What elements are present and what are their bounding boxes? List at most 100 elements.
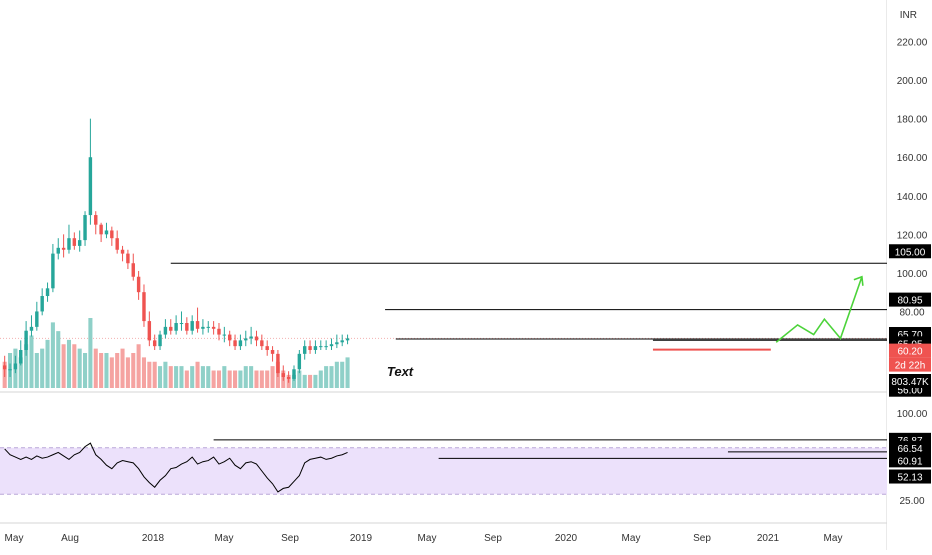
volume-bar [152, 361, 157, 388]
candle-body [94, 215, 98, 225]
y-tick-label: 80.00 [899, 307, 924, 318]
candle-body [115, 238, 119, 250]
volume-bar [125, 357, 130, 388]
price-label-text[interactable]: 80.95 [897, 296, 922, 307]
candle-body [324, 346, 328, 348]
x-tick-label: 2020 [555, 533, 578, 544]
x-tick-label: May [215, 533, 234, 544]
x-tick-label: May [5, 533, 24, 544]
x-tick-label: May [824, 533, 843, 544]
candle-body [265, 346, 269, 350]
candle-body [335, 342, 339, 345]
rsi-level-text[interactable]: 52.13 [897, 473, 922, 484]
x-tick-label: May [418, 533, 437, 544]
volume-bar [238, 370, 243, 388]
volume-bar [313, 374, 318, 388]
candle-body [276, 353, 280, 374]
chart-annotation-text[interactable]: Text [387, 364, 414, 379]
volume-bar [334, 361, 339, 388]
volume-bar [174, 366, 179, 388]
candle-body [286, 376, 291, 379]
candle-body [51, 253, 55, 289]
projection-arrowhead[interactable] [853, 275, 864, 286]
volume-bar [61, 344, 66, 388]
rsi-tick-label: 25.00 [899, 496, 924, 507]
candle-body [233, 340, 237, 347]
price-label-text[interactable]: 60.20 [897, 347, 922, 358]
volume-bar [179, 366, 184, 388]
x-tick-label: Aug [61, 533, 79, 544]
volume-bar [206, 366, 211, 388]
volume-bar [227, 370, 232, 388]
volume-bar [249, 366, 254, 388]
candle-body [126, 253, 130, 264]
price-label-text[interactable]: 105.00 [895, 247, 926, 258]
volume-bar [136, 344, 141, 388]
y-tick-label: 140.00 [897, 192, 928, 203]
volume-bar [291, 374, 297, 388]
candle-body [83, 215, 87, 241]
candle-body [131, 263, 135, 277]
candle-body [217, 328, 221, 335]
candle-body [61, 247, 66, 250]
y-tick-label: 100.00 [897, 269, 928, 280]
candle-body [8, 369, 12, 371]
candle-body [222, 334, 227, 336]
rsi-level-text[interactable]: 60.91 [897, 456, 922, 467]
price-label-badge[interactable] [889, 357, 931, 372]
volume-bar [40, 348, 45, 388]
candle-body [329, 344, 334, 347]
volume-label-text[interactable]: 803.47K [891, 377, 929, 388]
candle-body [67, 238, 71, 250]
rsi-level-text[interactable]: 66.54 [897, 444, 922, 455]
candle-body [163, 326, 168, 335]
time-axis[interactable]: May Aug 2018 May Sep 2019 May Sep 2020 May Sep 2021… [5, 533, 843, 544]
volume-bar [200, 366, 205, 388]
volume-bar [72, 344, 77, 388]
candle-body [88, 157, 93, 216]
price-label-badge[interactable] [889, 244, 931, 259]
volume-bar [141, 357, 147, 388]
volume-bar [308, 374, 313, 388]
y-tick-label: 200.00 [897, 76, 928, 87]
price-label-text[interactable]: 65.70 [897, 330, 922, 341]
x-tick-label: Sep [693, 533, 711, 544]
rsi-band [0, 447, 887, 495]
candle-body [292, 369, 296, 379]
price-label-text[interactable]: 2d 22h [895, 361, 926, 372]
volume-bar [222, 366, 227, 388]
candle-body [302, 346, 307, 354]
volume-bar [340, 361, 345, 388]
volume-bar [233, 370, 238, 388]
candle-body [227, 334, 232, 341]
rsi-level-badge[interactable] [889, 453, 931, 468]
projection-path[interactable] [775, 275, 864, 343]
candle-body [190, 321, 194, 331]
candle-body [104, 230, 109, 235]
volume-label-badge[interactable] [889, 374, 931, 388]
volume-bar [83, 353, 88, 388]
price-label-text[interactable]: 56.00 [897, 386, 922, 397]
volume-bar [115, 353, 120, 388]
candle-body [244, 338, 248, 341]
price-label-badge[interactable] [889, 292, 931, 307]
volume-bar [109, 357, 114, 388]
x-tick-label: May [622, 533, 641, 544]
level-lines[interactable] [170, 262, 887, 351]
volume-bar [147, 361, 152, 388]
price-axis[interactable]: 60.0080.00100.00120.00140.00160.00180.00… [887, 0, 932, 550]
volume-bar [211, 370, 216, 388]
candle-body [2, 365, 7, 370]
y-tick-label: 120.00 [897, 230, 928, 241]
rsi-level-badge[interactable] [889, 440, 931, 455]
candle-body [120, 249, 125, 254]
volume-bar [34, 353, 39, 388]
volume-bar [318, 370, 323, 388]
rsi-level-badge[interactable] [889, 469, 931, 484]
y-tick-label: 220.00 [897, 38, 928, 49]
x-tick-label: 2021 [757, 533, 780, 544]
rsi-line [4, 442, 348, 493]
projection-line[interactable] [775, 276, 863, 343]
price-label-badge[interactable] [889, 343, 931, 358]
